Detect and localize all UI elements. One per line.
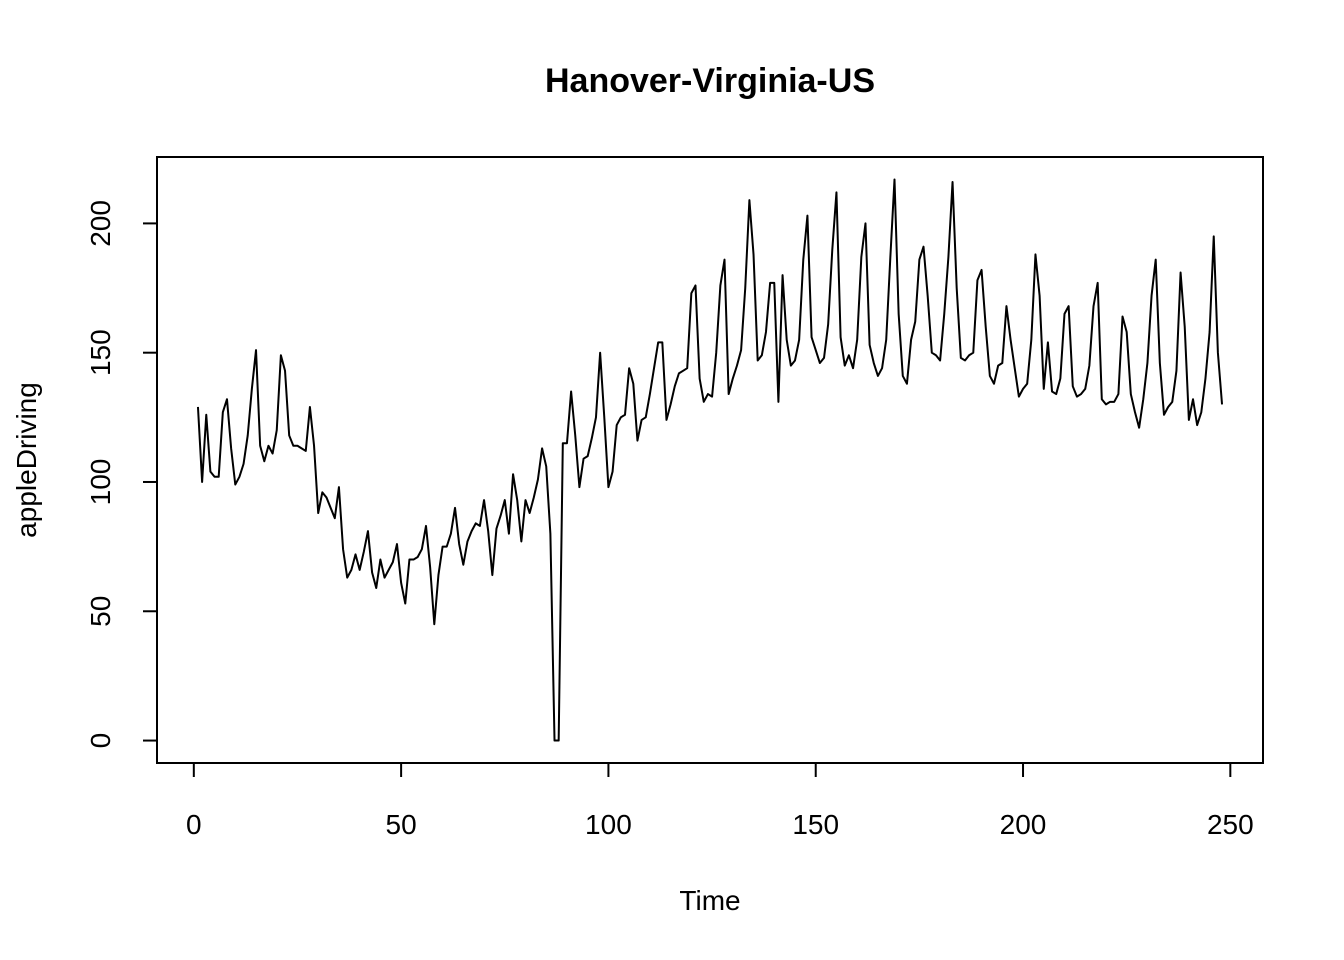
x-tick-label: 200 (1000, 809, 1047, 840)
y-tick-label: 0 (85, 733, 116, 749)
x-tick-label: 100 (585, 809, 632, 840)
x-tick-label: 50 (386, 809, 417, 840)
x-tick-label: 150 (792, 809, 839, 840)
y-tick-label: 150 (85, 329, 116, 376)
x-tick-label: 0 (186, 809, 202, 840)
x-tick-label: 250 (1207, 809, 1254, 840)
x-axis-label: Time (679, 885, 740, 916)
y-axis-label: appleDriving (11, 382, 42, 538)
chart-title: Hanover-Virginia-US (545, 62, 875, 100)
y-tick-label: 100 (85, 459, 116, 506)
y-tick-label: 50 (85, 596, 116, 627)
y-tick-label: 200 (85, 200, 116, 247)
series-line (196, 178, 1224, 742)
